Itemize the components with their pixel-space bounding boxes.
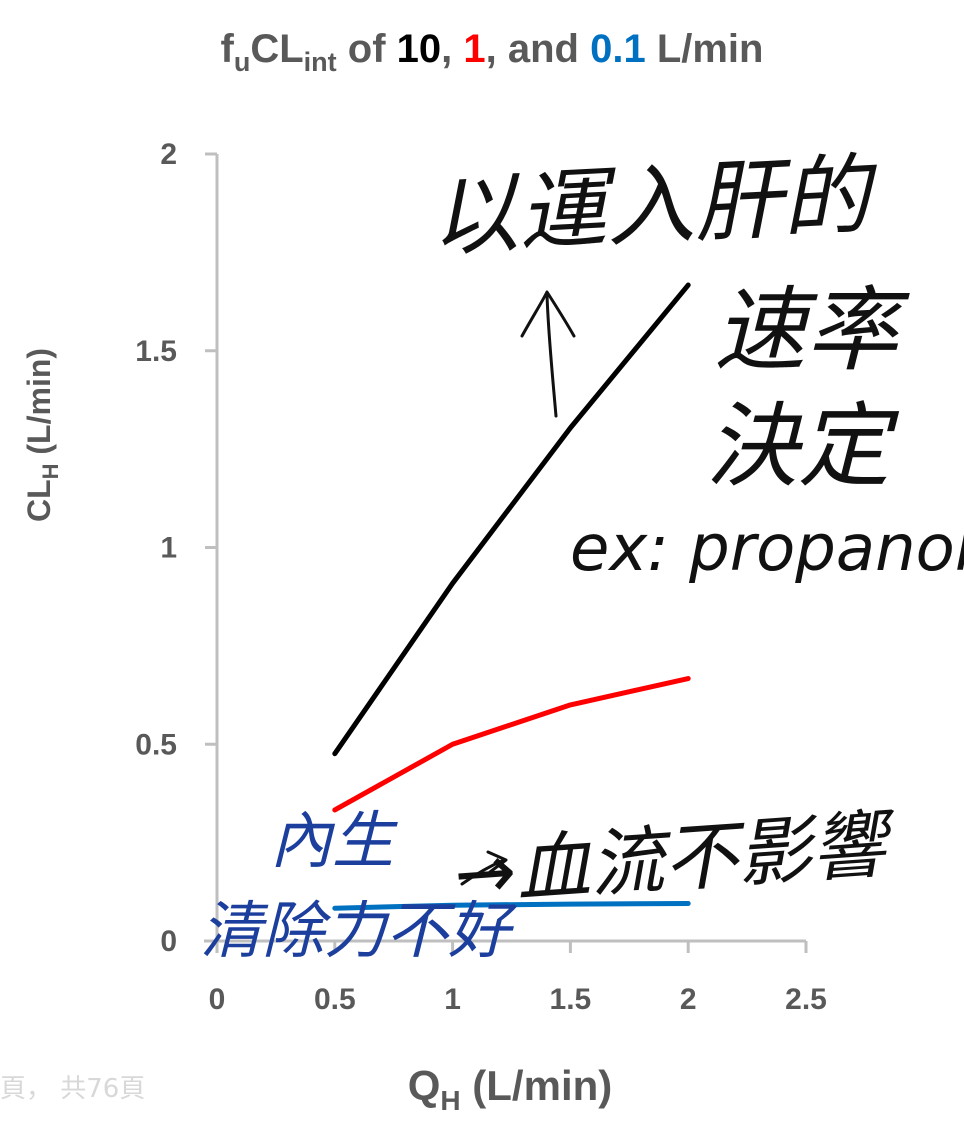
label-main: Q xyxy=(408,1062,441,1109)
y-tick-label: 2 xyxy=(160,138,177,171)
title-part: 10 xyxy=(397,27,442,71)
title-part: 1 xyxy=(463,27,485,71)
y-tick-label: 0.5 xyxy=(135,728,177,761)
annotation-rate: 速率 xyxy=(714,277,910,384)
x-tick-label: 1.5 xyxy=(550,983,592,1016)
annotation-transport: 以運入肝的 xyxy=(428,143,882,269)
handwritten-annotations: 以運入肝的 速率 決定 ex: propanolo 內生 清除力不好 →血流不影… xyxy=(200,143,964,967)
title-part: L/min xyxy=(646,27,764,71)
annotation-poor-clearance: 清除力不好 xyxy=(200,894,518,967)
title-part: 0.1 xyxy=(590,27,646,71)
series-line-blue xyxy=(332,901,691,911)
annotation-example: ex: propanolo xyxy=(570,512,964,586)
series-line-black xyxy=(332,282,691,757)
x-tick-label: 2 xyxy=(680,983,697,1016)
title-part: int xyxy=(304,47,337,77)
handwriting-arrow-up xyxy=(520,290,576,418)
annotation-blood-flow: →血流不影響 xyxy=(451,801,900,918)
title-part: , and xyxy=(486,27,590,71)
y-tick-label: 0 xyxy=(160,925,177,958)
y-tick-label: 1.5 xyxy=(135,335,177,368)
chart-title: fuCLint of 10, 1, and 0.1 L/min xyxy=(221,27,764,77)
annotation-decide: 決定 xyxy=(706,393,900,500)
x-tick-label: 0 xyxy=(209,983,226,1016)
title-part: f xyxy=(221,27,235,71)
handwriting-arrow-right xyxy=(460,850,508,886)
label-sub: H xyxy=(440,1085,460,1116)
title-part: , xyxy=(441,27,463,71)
label-sub: H xyxy=(38,463,63,479)
series-line-red xyxy=(332,676,691,813)
x-tick-label: 2.5 xyxy=(785,983,827,1016)
x-tick-label: 0.5 xyxy=(314,983,356,1016)
title-part: CL xyxy=(250,27,303,71)
label-rest: (L/min) xyxy=(461,1062,613,1109)
x-ticks: 0 0.5 1 1.5 2 2.5 xyxy=(209,941,827,1016)
title-part: of xyxy=(337,27,397,71)
annotation-endogenous: 內生 xyxy=(270,804,398,877)
label-rest: (L/min) xyxy=(21,348,57,464)
title-part: u xyxy=(234,47,251,77)
x-axis-label: QH (L/min) xyxy=(408,1062,613,1116)
series-group xyxy=(332,282,691,911)
page-footer: 頁， 共76頁 xyxy=(0,1074,146,1104)
y-tick-label: 1 xyxy=(160,532,177,565)
label-main: CL xyxy=(21,479,57,522)
y-axis-label: CLH (L/min) xyxy=(21,348,63,522)
x-tick-label: 1 xyxy=(444,983,461,1016)
y-ticks: 0 0.5 1 1.5 2 xyxy=(135,138,217,958)
